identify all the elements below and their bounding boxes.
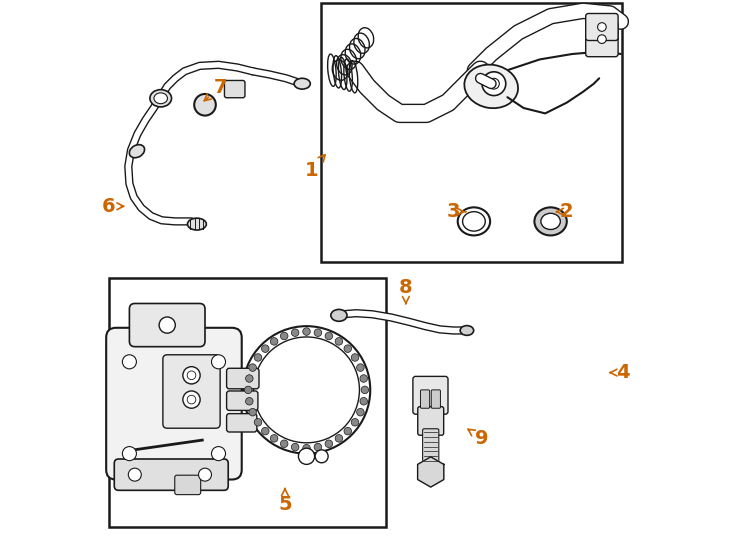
Text: 6: 6 bbox=[102, 197, 123, 216]
Circle shape bbox=[315, 450, 328, 463]
Ellipse shape bbox=[331, 309, 347, 321]
Circle shape bbox=[128, 468, 141, 481]
Circle shape bbox=[195, 94, 216, 116]
Circle shape bbox=[357, 408, 364, 416]
Circle shape bbox=[261, 345, 269, 353]
Ellipse shape bbox=[465, 65, 518, 108]
FancyBboxPatch shape bbox=[227, 414, 257, 432]
Ellipse shape bbox=[458, 207, 490, 235]
Circle shape bbox=[489, 78, 499, 89]
Ellipse shape bbox=[154, 93, 167, 104]
Circle shape bbox=[280, 440, 288, 448]
Ellipse shape bbox=[460, 326, 473, 335]
Circle shape bbox=[335, 338, 343, 345]
Circle shape bbox=[482, 72, 506, 96]
Circle shape bbox=[246, 397, 253, 405]
Circle shape bbox=[325, 440, 333, 448]
Circle shape bbox=[246, 375, 253, 382]
Text: 3: 3 bbox=[447, 202, 465, 221]
Text: 9: 9 bbox=[468, 429, 488, 448]
Text: 7: 7 bbox=[204, 78, 227, 101]
FancyBboxPatch shape bbox=[421, 390, 429, 408]
Circle shape bbox=[123, 355, 137, 369]
Circle shape bbox=[360, 375, 368, 382]
Circle shape bbox=[123, 447, 137, 461]
Circle shape bbox=[291, 329, 299, 336]
Circle shape bbox=[361, 386, 368, 394]
FancyBboxPatch shape bbox=[106, 328, 241, 480]
Circle shape bbox=[597, 23, 606, 31]
Circle shape bbox=[325, 332, 333, 340]
Circle shape bbox=[335, 435, 343, 442]
Text: 5: 5 bbox=[278, 489, 291, 515]
Bar bbox=[321, 3, 622, 262]
Ellipse shape bbox=[541, 213, 560, 230]
Ellipse shape bbox=[129, 145, 145, 158]
FancyBboxPatch shape bbox=[586, 14, 618, 40]
FancyBboxPatch shape bbox=[175, 475, 200, 495]
FancyBboxPatch shape bbox=[129, 303, 205, 347]
Text: 8: 8 bbox=[399, 278, 413, 303]
Circle shape bbox=[299, 448, 315, 464]
Ellipse shape bbox=[150, 90, 172, 107]
Circle shape bbox=[183, 391, 200, 408]
Circle shape bbox=[211, 355, 225, 369]
Circle shape bbox=[187, 395, 196, 404]
Circle shape bbox=[254, 418, 262, 426]
Text: 2: 2 bbox=[556, 202, 573, 221]
Circle shape bbox=[357, 364, 364, 372]
FancyBboxPatch shape bbox=[586, 22, 618, 57]
Bar bbox=[109, 278, 386, 526]
Circle shape bbox=[244, 386, 252, 394]
Ellipse shape bbox=[187, 218, 206, 230]
Text: 4: 4 bbox=[610, 363, 630, 382]
Circle shape bbox=[211, 447, 225, 461]
Text: 1: 1 bbox=[305, 155, 325, 180]
FancyBboxPatch shape bbox=[413, 376, 448, 414]
Circle shape bbox=[249, 408, 256, 416]
FancyBboxPatch shape bbox=[227, 368, 259, 389]
Circle shape bbox=[360, 397, 368, 405]
Circle shape bbox=[291, 443, 299, 451]
FancyBboxPatch shape bbox=[227, 391, 258, 410]
Ellipse shape bbox=[534, 207, 567, 235]
Circle shape bbox=[314, 443, 321, 451]
Circle shape bbox=[198, 468, 211, 481]
Circle shape bbox=[352, 418, 359, 426]
Circle shape bbox=[183, 367, 200, 384]
FancyBboxPatch shape bbox=[115, 459, 228, 490]
Circle shape bbox=[243, 326, 370, 454]
Circle shape bbox=[352, 354, 359, 361]
Circle shape bbox=[187, 371, 196, 380]
Circle shape bbox=[302, 444, 310, 452]
Ellipse shape bbox=[462, 212, 485, 231]
FancyBboxPatch shape bbox=[163, 355, 220, 428]
Circle shape bbox=[597, 35, 606, 43]
Circle shape bbox=[314, 329, 321, 336]
FancyBboxPatch shape bbox=[225, 80, 245, 98]
Circle shape bbox=[254, 337, 360, 443]
FancyBboxPatch shape bbox=[418, 407, 443, 435]
FancyBboxPatch shape bbox=[432, 390, 440, 408]
Circle shape bbox=[159, 317, 175, 333]
Polygon shape bbox=[418, 457, 444, 487]
Circle shape bbox=[249, 364, 256, 372]
Circle shape bbox=[302, 328, 310, 335]
Circle shape bbox=[270, 338, 278, 345]
Ellipse shape bbox=[294, 78, 310, 89]
FancyBboxPatch shape bbox=[423, 429, 439, 464]
Circle shape bbox=[261, 427, 269, 435]
Circle shape bbox=[344, 345, 352, 353]
Circle shape bbox=[280, 332, 288, 340]
Circle shape bbox=[344, 427, 352, 435]
Circle shape bbox=[270, 435, 278, 442]
Circle shape bbox=[254, 354, 262, 361]
